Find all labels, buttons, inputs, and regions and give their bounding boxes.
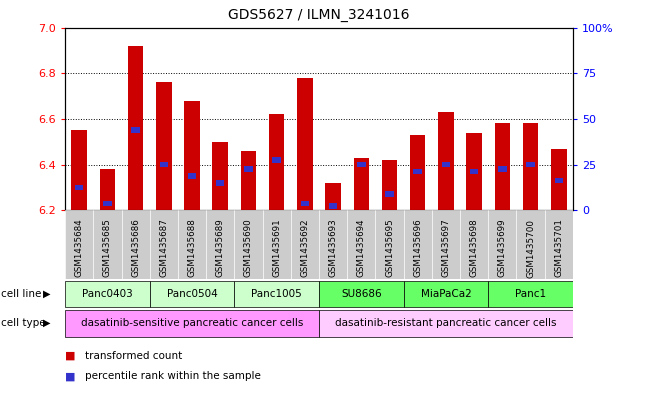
Text: cell type: cell type: [1, 318, 46, 328]
Bar: [385, 191, 394, 197]
Bar: [551, 149, 566, 210]
Text: ■: ■: [65, 371, 76, 381]
Text: transformed count: transformed count: [85, 351, 182, 361]
Text: percentile rank within the sample: percentile rank within the sample: [85, 371, 260, 381]
Bar: [376, 210, 404, 279]
Text: GSM1435684: GSM1435684: [75, 219, 84, 277]
Text: GSM1435695: GSM1435695: [385, 219, 394, 277]
Bar: [470, 169, 478, 174]
Bar: [319, 210, 347, 279]
Bar: [466, 132, 482, 210]
Text: ▶: ▶: [43, 318, 51, 328]
Text: dasatinib-resistant pancreatic cancer cells: dasatinib-resistant pancreatic cancer ce…: [335, 318, 557, 328]
Text: MiaPaCa2: MiaPaCa2: [421, 289, 471, 299]
Text: GSM1435691: GSM1435691: [272, 219, 281, 277]
Bar: [353, 158, 369, 210]
Text: GSM1435694: GSM1435694: [357, 219, 366, 277]
Bar: [132, 127, 140, 133]
Bar: [441, 162, 450, 167]
Bar: [234, 281, 319, 307]
Bar: [65, 210, 93, 279]
Bar: [495, 123, 510, 210]
Bar: [438, 112, 454, 210]
Text: GSM1435690: GSM1435690: [244, 219, 253, 277]
Bar: [178, 210, 206, 279]
Text: GSM1435687: GSM1435687: [159, 219, 169, 277]
Bar: [319, 310, 573, 336]
Text: GSM1435700: GSM1435700: [526, 219, 535, 277]
Bar: [381, 160, 397, 210]
Bar: [291, 210, 319, 279]
Bar: [262, 210, 291, 279]
Text: GSM1435698: GSM1435698: [469, 219, 478, 277]
Text: dasatinib-sensitive pancreatic cancer cells: dasatinib-sensitive pancreatic cancer ce…: [81, 318, 303, 328]
Bar: [432, 210, 460, 279]
Bar: [488, 210, 516, 279]
Bar: [150, 281, 234, 307]
Bar: [460, 210, 488, 279]
Text: GSM1435689: GSM1435689: [215, 219, 225, 277]
Text: ■: ■: [65, 351, 76, 361]
Text: GSM1435688: GSM1435688: [187, 219, 197, 277]
Bar: [410, 135, 426, 210]
Bar: [523, 123, 538, 210]
Text: ▶: ▶: [43, 289, 51, 299]
Text: GSM1435693: GSM1435693: [329, 219, 338, 277]
Bar: [159, 162, 168, 167]
Text: Panc1: Panc1: [515, 289, 546, 299]
Bar: [347, 210, 376, 279]
Bar: [329, 203, 337, 209]
Bar: [413, 169, 422, 174]
Bar: [297, 78, 312, 210]
Text: GDS5627 / ILMN_3241016: GDS5627 / ILMN_3241016: [229, 7, 409, 22]
Bar: [150, 210, 178, 279]
Bar: [93, 210, 122, 279]
Bar: [75, 185, 83, 190]
Bar: [206, 210, 234, 279]
Text: SU8686: SU8686: [341, 289, 381, 299]
Bar: [187, 173, 196, 179]
Bar: [128, 46, 143, 210]
Bar: [498, 166, 506, 172]
Bar: [65, 281, 150, 307]
Bar: [488, 281, 573, 307]
Bar: [72, 130, 87, 210]
Bar: [184, 101, 200, 210]
Bar: [234, 210, 262, 279]
Text: GSM1435692: GSM1435692: [300, 219, 309, 277]
Bar: [100, 169, 115, 210]
Text: GSM1435686: GSM1435686: [131, 219, 140, 277]
Text: GSM1435701: GSM1435701: [554, 219, 563, 277]
Bar: [216, 180, 225, 186]
Bar: [156, 83, 172, 210]
Text: Panc0403: Panc0403: [82, 289, 133, 299]
Bar: [241, 151, 256, 210]
Text: GSM1435697: GSM1435697: [441, 219, 450, 277]
Bar: [526, 162, 534, 167]
Bar: [272, 157, 281, 163]
Bar: [212, 142, 228, 210]
Bar: [516, 210, 545, 279]
Bar: [319, 281, 404, 307]
Bar: [357, 162, 365, 167]
Text: Panc1005: Panc1005: [251, 289, 302, 299]
Text: cell line: cell line: [1, 289, 41, 299]
Bar: [301, 200, 309, 206]
Bar: [545, 210, 573, 279]
Bar: [269, 114, 284, 210]
Bar: [404, 210, 432, 279]
Bar: [326, 183, 341, 210]
Bar: [404, 281, 488, 307]
Bar: [555, 178, 563, 184]
Text: GSM1435699: GSM1435699: [498, 219, 507, 277]
Bar: [65, 310, 319, 336]
Text: Panc0504: Panc0504: [167, 289, 217, 299]
Bar: [103, 200, 111, 206]
Bar: [244, 166, 253, 172]
Text: GSM1435696: GSM1435696: [413, 219, 422, 277]
Text: GSM1435685: GSM1435685: [103, 219, 112, 277]
Bar: [122, 210, 150, 279]
